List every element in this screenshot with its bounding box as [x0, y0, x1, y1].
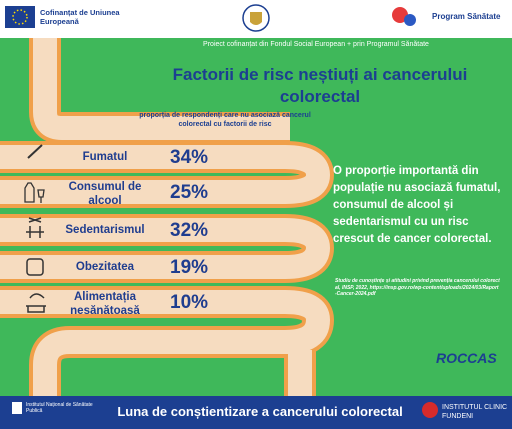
insp-logo: [12, 402, 22, 414]
eu-text: Cofinanțat de Uniunea Europeană: [40, 8, 120, 26]
row-value: 32%: [170, 220, 209, 241]
gov-emblem-shield: [250, 12, 262, 25]
row-label: Fumatul: [82, 151, 128, 163]
program-name: Program Sănătate: [432, 12, 501, 21]
source: Studiu de cunoștințe și atitudini privin…: [335, 278, 500, 297]
icon-food: [26, 293, 46, 313]
footer-right: INSTITUTUL CLINIC FUNDENI: [442, 404, 508, 420]
icon-alcohol: [24, 182, 45, 203]
intestine: [0, 38, 335, 400]
row-value: 19%: [170, 257, 209, 278]
eu-stars: [12, 9, 28, 25]
row-value: 10%: [170, 292, 209, 313]
project-line: Proiect cofinanțat din Fondul Social Eur…: [203, 41, 429, 48]
title: Factorii de risc neștiuți ai cancerului …: [172, 65, 468, 106]
row-label: Sedentarismul: [65, 224, 145, 236]
fundeni-logo: [422, 402, 438, 418]
row-label: Obezitatea: [75, 261, 135, 273]
row-value: 34%: [170, 147, 209, 168]
eu-flag: [5, 6, 35, 28]
program-logo: [392, 7, 408, 23]
footer-title: Luna de conștientizare a cancerului colo…: [117, 404, 403, 419]
row-label: Alimentația nesănătoasă: [70, 291, 140, 317]
icon-scale: [26, 258, 44, 276]
icon-dumbbell: [26, 217, 44, 238]
program-logo: [404, 14, 416, 26]
row-value: 25%: [170, 182, 209, 203]
roccas-logo: ROCCAS: [436, 350, 497, 366]
icon-cigarette: [27, 144, 43, 159]
subtitle: proporția de respondenți care nu asociaz…: [139, 112, 311, 128]
gov-emblem: [242, 4, 270, 32]
statement: O proporție importantă din populație nu …: [333, 165, 501, 245]
row-label: Consumul de alcool: [68, 181, 142, 207]
footer-left: Institutul Național de Sănătate Publică: [26, 402, 93, 414]
